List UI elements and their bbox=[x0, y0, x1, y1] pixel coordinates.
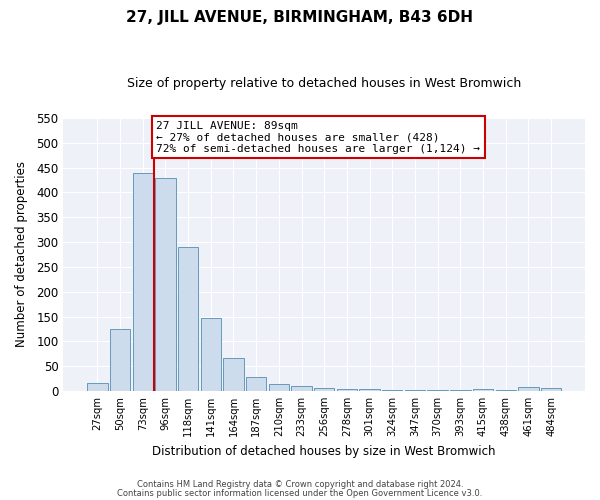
Bar bbox=[292, 386, 312, 391]
Text: 27, JILL AVENUE, BIRMINGHAM, B43 6DH: 27, JILL AVENUE, BIRMINGHAM, B43 6DH bbox=[127, 10, 473, 25]
Bar bbox=[87, 384, 107, 391]
Bar bbox=[473, 389, 493, 391]
Bar bbox=[337, 389, 357, 391]
Text: 27 JILL AVENUE: 89sqm
← 27% of detached houses are smaller (428)
72% of semi-det: 27 JILL AVENUE: 89sqm ← 27% of detached … bbox=[157, 120, 481, 154]
Bar bbox=[155, 178, 176, 391]
Bar bbox=[518, 388, 539, 391]
Bar bbox=[314, 388, 334, 391]
Bar bbox=[223, 358, 244, 391]
Text: Contains HM Land Registry data © Crown copyright and database right 2024.: Contains HM Land Registry data © Crown c… bbox=[137, 480, 463, 489]
Bar bbox=[200, 318, 221, 391]
Bar bbox=[269, 384, 289, 391]
Bar bbox=[541, 388, 561, 391]
Title: Size of property relative to detached houses in West Bromwich: Size of property relative to detached ho… bbox=[127, 78, 521, 90]
Y-axis label: Number of detached properties: Number of detached properties bbox=[15, 162, 28, 348]
Bar bbox=[359, 389, 380, 391]
Text: Contains public sector information licensed under the Open Government Licence v3: Contains public sector information licen… bbox=[118, 490, 482, 498]
Bar bbox=[178, 246, 199, 391]
Bar bbox=[133, 172, 153, 391]
X-axis label: Distribution of detached houses by size in West Bromwich: Distribution of detached houses by size … bbox=[152, 444, 496, 458]
Bar bbox=[110, 329, 130, 391]
Bar bbox=[246, 376, 266, 391]
